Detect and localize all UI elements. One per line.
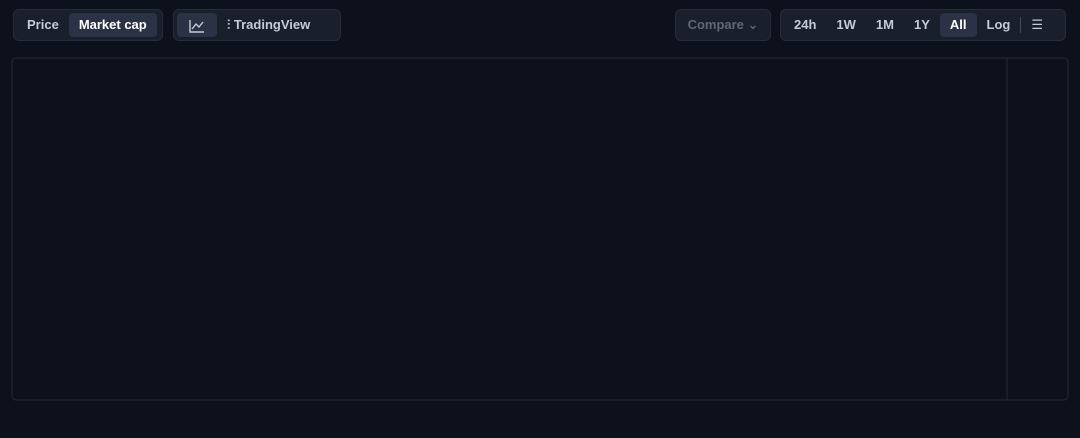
compare-label: Compare: [687, 17, 744, 32]
log-toggle[interactable]: Log: [986, 17, 1011, 32]
separator: [1020, 17, 1022, 33]
range[interactable]: 1W: [836, 17, 856, 32]
view-tabs: Price Market cap: [13, 9, 163, 41]
compare-button[interactable]: Compare ⌄: [687, 17, 759, 32]
compare: Compare ⌄: [675, 9, 771, 41]
range-tabs: 24h 1W 1M 1Y All Log ☰: [780, 9, 1066, 41]
settings[interactable]: ☰: [1031, 17, 1043, 32]
tab[interactable]: Price: [27, 17, 59, 32]
range[interactable]: 24h: [794, 17, 817, 32]
tab[interactable]: Market cap: [68, 13, 157, 37]
range[interactable]: 1Y: [913, 17, 930, 32]
range[interactable]: 1M: [875, 17, 894, 32]
chart-frame: [11, 57, 1069, 401]
tradingview-tab[interactable]: ⫶ TradingView: [227, 17, 311, 32]
tradingview-label: TradingView: [233, 17, 311, 32]
range[interactable]: All: [939, 13, 977, 37]
